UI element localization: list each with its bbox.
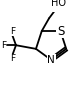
Text: S: S xyxy=(57,25,64,38)
Text: F: F xyxy=(10,54,15,63)
Text: F: F xyxy=(10,27,15,36)
Text: N: N xyxy=(47,55,55,65)
Text: HO: HO xyxy=(51,0,66,8)
Text: F: F xyxy=(1,41,6,50)
